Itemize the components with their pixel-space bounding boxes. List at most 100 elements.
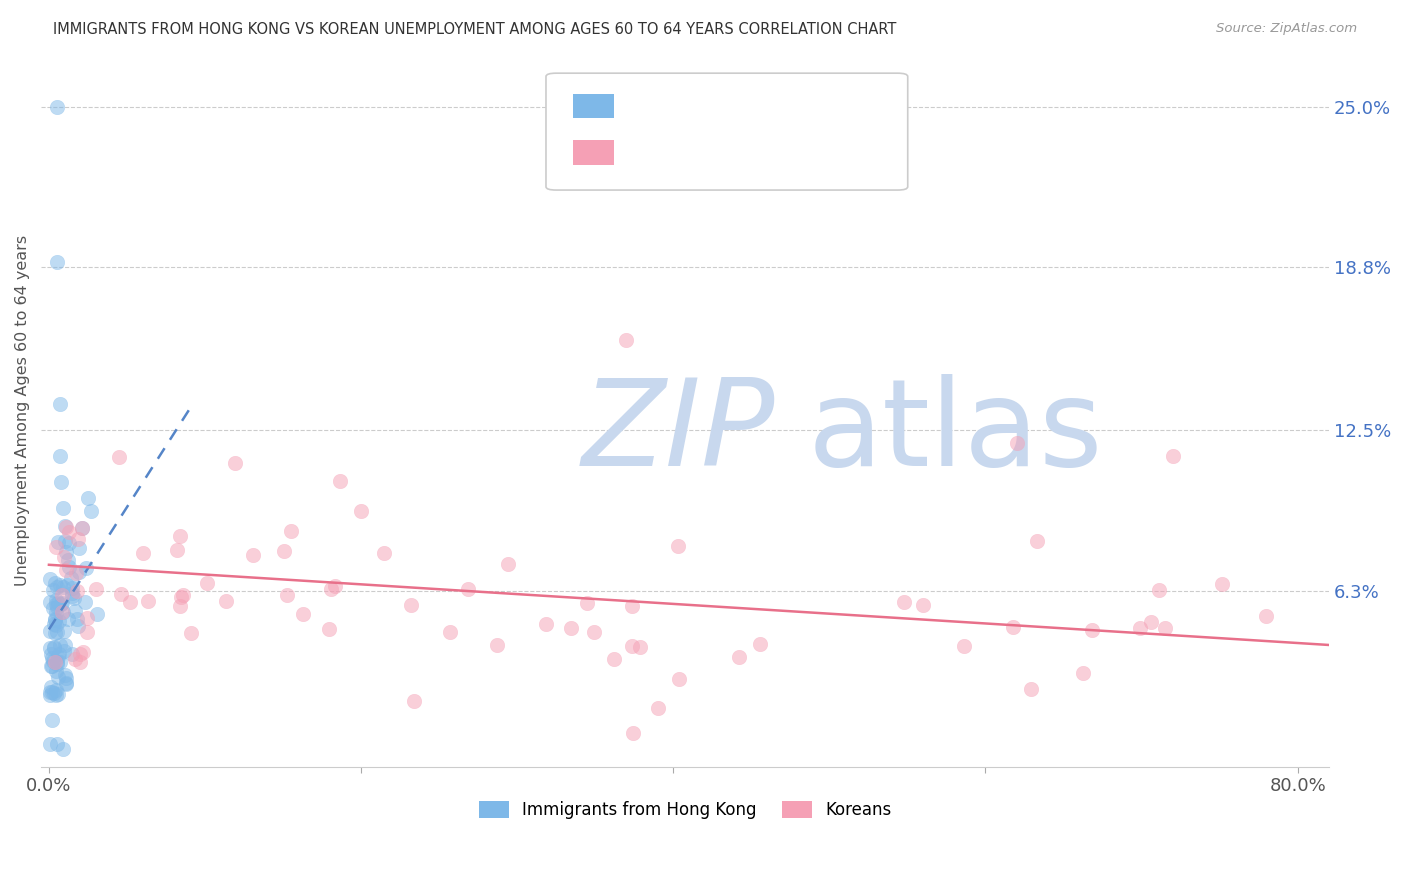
Point — [55, 676, 77, 690]
Point — [1002, 620, 1025, 634]
Point — [55, 671, 77, 685]
Point — [59, 571, 82, 585]
Point — [166, 543, 188, 558]
Point — [51, 596, 73, 610]
Point — [51, 597, 73, 611]
Point — [63, 591, 86, 606]
Point — [329, 475, 352, 489]
Point — [49, 397, 72, 411]
Point — [953, 639, 976, 653]
Point — [215, 594, 238, 608]
Point — [45, 598, 67, 612]
Point — [45, 665, 67, 679]
Point — [1161, 449, 1184, 463]
Point — [224, 456, 246, 470]
Point — [1019, 681, 1042, 696]
Point — [46, 670, 69, 684]
Point — [39, 573, 62, 587]
Point — [53, 668, 76, 682]
Point — [51, 588, 73, 602]
Point — [56, 612, 79, 626]
Point — [45, 255, 67, 269]
Point — [399, 598, 422, 612]
Point — [46, 535, 69, 549]
Point — [39, 737, 62, 751]
Point — [65, 604, 87, 618]
Y-axis label: Unemployment Among Ages 60 to 64 years: Unemployment Among Ages 60 to 64 years — [15, 235, 30, 586]
Point — [647, 701, 669, 715]
Point — [273, 544, 295, 558]
Point — [44, 575, 66, 590]
Point — [1211, 576, 1233, 591]
Point — [439, 625, 461, 640]
Point — [45, 580, 67, 594]
Text: atlas: atlas — [807, 374, 1102, 491]
Point — [49, 578, 72, 592]
Point — [66, 612, 89, 626]
Point — [39, 685, 62, 699]
Point — [80, 504, 103, 518]
Point — [72, 645, 94, 659]
Point — [86, 607, 108, 621]
Point — [69, 647, 91, 661]
Point — [52, 500, 75, 515]
Point — [39, 595, 62, 609]
Point — [55, 520, 77, 534]
Point — [280, 524, 302, 538]
Point — [44, 612, 66, 626]
Point — [321, 582, 343, 597]
Point — [1080, 623, 1102, 637]
Point — [39, 680, 62, 694]
Text: ZIP: ZIP — [582, 374, 776, 491]
Point — [169, 590, 191, 604]
Point — [48, 614, 70, 628]
Point — [1147, 583, 1170, 598]
Point — [1071, 666, 1094, 681]
Point — [49, 655, 72, 669]
Point — [55, 545, 77, 559]
Point — [402, 694, 425, 708]
Point — [132, 546, 155, 560]
Point — [56, 552, 79, 566]
Point — [52, 742, 75, 756]
Point — [603, 652, 626, 666]
Point — [67, 532, 90, 546]
Legend: Immigrants from Hong Kong, Koreans: Immigrants from Hong Kong, Koreans — [472, 794, 898, 826]
Point — [55, 677, 77, 691]
Point — [84, 582, 107, 596]
Point — [169, 599, 191, 613]
Point — [373, 546, 395, 560]
Point — [1254, 609, 1277, 624]
Point — [76, 491, 98, 505]
Point — [45, 592, 67, 607]
Point — [44, 617, 66, 632]
Point — [45, 541, 67, 555]
Point — [41, 647, 63, 661]
Point — [45, 624, 67, 639]
Point — [75, 595, 97, 609]
Point — [172, 588, 194, 602]
Point — [39, 624, 62, 638]
Point — [72, 521, 94, 535]
Point — [39, 659, 62, 673]
Point — [621, 599, 644, 613]
Point — [39, 641, 62, 656]
Point — [52, 624, 75, 639]
Point — [60, 647, 83, 661]
Point — [76, 610, 98, 624]
Point — [48, 648, 70, 662]
Point — [350, 504, 373, 518]
Point — [62, 589, 84, 603]
Point — [41, 685, 63, 699]
Point — [534, 616, 557, 631]
Point — [318, 622, 340, 636]
Point — [628, 640, 651, 654]
Point — [42, 654, 65, 668]
Point — [51, 475, 73, 489]
Point — [49, 449, 72, 463]
Point — [65, 566, 87, 581]
Point — [195, 575, 218, 590]
Point — [46, 650, 69, 665]
Point — [728, 650, 751, 665]
Point — [1026, 533, 1049, 548]
